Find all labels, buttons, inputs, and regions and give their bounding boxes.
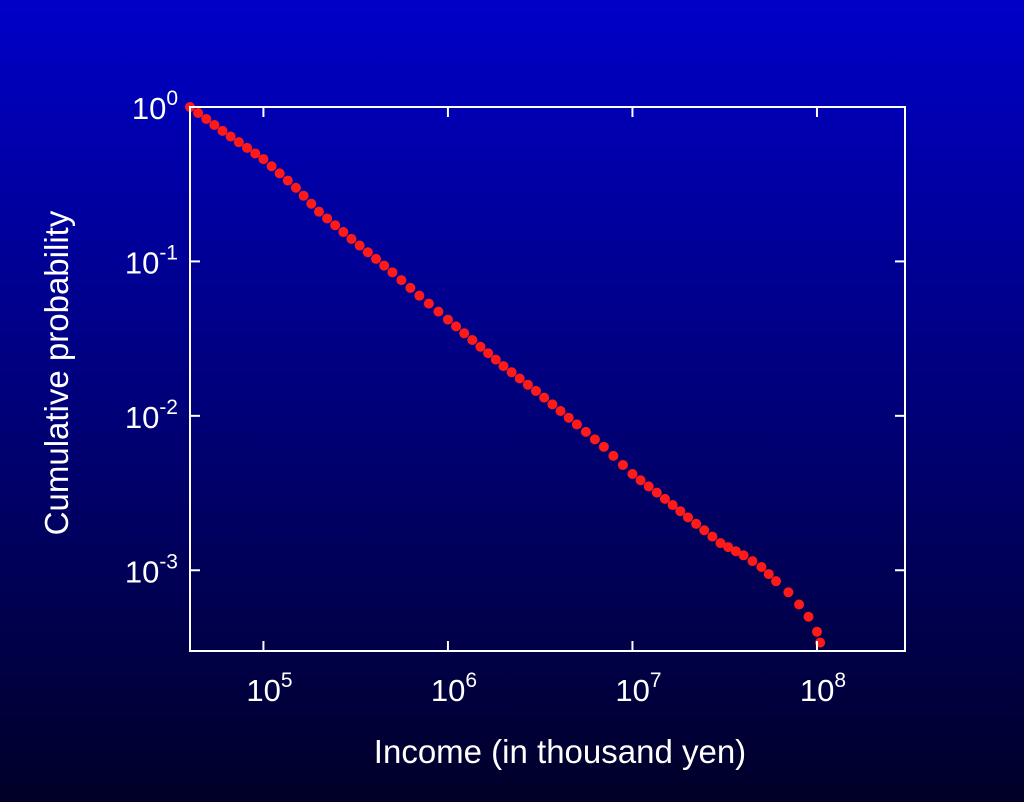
data-point bbox=[442, 314, 453, 325]
data-point bbox=[225, 131, 236, 142]
data-point bbox=[598, 441, 609, 452]
data-point bbox=[242, 142, 253, 153]
data-point bbox=[627, 469, 638, 480]
data-point bbox=[498, 361, 509, 372]
data-point bbox=[217, 125, 228, 136]
data-point bbox=[651, 487, 662, 498]
data-point bbox=[396, 275, 407, 286]
data-point bbox=[306, 198, 317, 209]
data-point bbox=[675, 506, 686, 517]
x-tick-label-0: 105 bbox=[246, 669, 292, 708]
data-point bbox=[691, 518, 702, 529]
data-point bbox=[763, 569, 774, 580]
data-point bbox=[514, 373, 525, 384]
y-axis-label: Cumulative probability bbox=[38, 210, 75, 535]
data-point bbox=[771, 576, 782, 587]
data-point bbox=[747, 556, 758, 567]
data-point bbox=[330, 220, 341, 231]
data-point bbox=[723, 542, 734, 553]
data-point bbox=[282, 175, 293, 186]
data-point bbox=[715, 538, 726, 549]
data-point bbox=[589, 434, 600, 445]
data-point bbox=[530, 385, 541, 396]
data-point bbox=[635, 475, 646, 486]
data-point bbox=[201, 113, 212, 124]
y-tick-label-0: 100 bbox=[132, 87, 178, 126]
data-point bbox=[563, 412, 574, 423]
data-point bbox=[794, 599, 805, 610]
data-point bbox=[338, 227, 349, 238]
data-point bbox=[699, 525, 710, 536]
data-points bbox=[185, 102, 826, 648]
data-point bbox=[539, 392, 550, 403]
data-point bbox=[667, 500, 678, 511]
data-point bbox=[608, 450, 619, 461]
data-point bbox=[193, 107, 204, 118]
data-point bbox=[580, 426, 591, 437]
data-point bbox=[803, 611, 814, 622]
data-point bbox=[682, 512, 693, 523]
data-point bbox=[354, 240, 365, 251]
data-point bbox=[250, 148, 261, 159]
data-point bbox=[490, 354, 501, 365]
data-point bbox=[643, 481, 654, 492]
y-tick-label-1: 10-1 bbox=[125, 241, 178, 280]
data-point bbox=[258, 154, 269, 165]
data-point bbox=[459, 328, 470, 339]
data-point bbox=[433, 306, 444, 317]
data-point bbox=[467, 334, 478, 345]
data-point bbox=[730, 546, 741, 557]
data-point bbox=[659, 493, 670, 504]
y-tick-label-3: 10-3 bbox=[125, 550, 178, 589]
data-point bbox=[290, 182, 301, 193]
data-point bbox=[266, 161, 277, 172]
data-point bbox=[209, 119, 220, 130]
data-point bbox=[783, 587, 794, 598]
data-point bbox=[379, 260, 390, 271]
data-point bbox=[387, 267, 398, 278]
data-point bbox=[233, 137, 244, 148]
tick-labels: 105 106 107 108 100 10-1 10-2 10-3 bbox=[125, 87, 846, 708]
x-tick-label-1: 106 bbox=[431, 669, 477, 708]
data-point bbox=[313, 206, 324, 217]
data-point bbox=[522, 379, 533, 390]
data-point bbox=[738, 550, 749, 561]
data-point bbox=[571, 419, 582, 430]
data-point bbox=[346, 233, 357, 244]
data-point bbox=[555, 406, 566, 417]
data-point bbox=[322, 213, 333, 224]
data-point bbox=[362, 247, 373, 258]
data-point bbox=[617, 459, 628, 470]
data-point bbox=[475, 341, 486, 352]
data-point bbox=[274, 168, 285, 179]
data-point bbox=[405, 282, 416, 293]
data-point bbox=[756, 561, 767, 572]
axis-ticks bbox=[190, 106, 905, 651]
data-point bbox=[547, 399, 558, 410]
data-point bbox=[298, 190, 309, 201]
data-point bbox=[414, 290, 425, 301]
x-axis-label: Income (in thousand yen) bbox=[374, 733, 746, 770]
plot-area-frame bbox=[189, 106, 906, 652]
data-point bbox=[483, 348, 494, 359]
data-point bbox=[707, 531, 718, 542]
y-tick-label-2: 10-2 bbox=[125, 396, 178, 435]
x-tick-label-2: 107 bbox=[615, 669, 661, 708]
data-point bbox=[506, 367, 517, 378]
data-point bbox=[451, 321, 462, 332]
data-point bbox=[423, 298, 434, 309]
data-point bbox=[811, 626, 822, 637]
x-tick-label-3: 108 bbox=[800, 669, 846, 708]
data-point bbox=[371, 253, 382, 264]
